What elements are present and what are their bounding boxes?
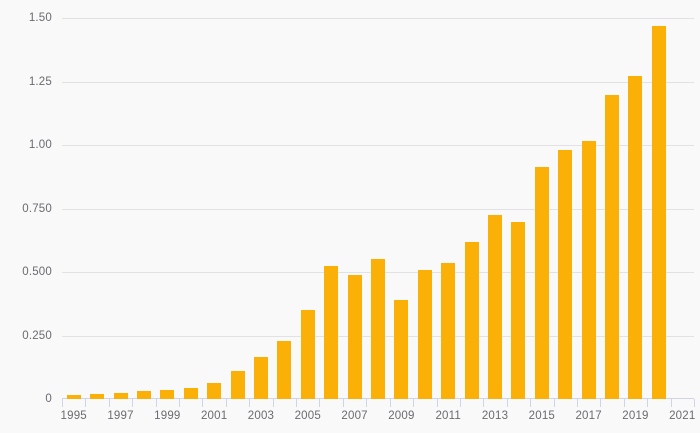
x-axis-tick	[483, 399, 485, 407]
y-axis-tick-label: 0.500	[22, 266, 52, 278]
bar[interactable]	[488, 214, 503, 399]
bar[interactable]	[651, 25, 666, 399]
x-axis-tick	[319, 399, 321, 407]
bar[interactable]	[371, 259, 385, 399]
bar[interactable]	[581, 141, 596, 399]
bar[interactable]	[441, 263, 456, 399]
bar[interactable]	[300, 310, 315, 399]
x-axis-tick-label: 1997	[107, 410, 134, 422]
bar[interactable]	[534, 166, 549, 399]
bar[interactable]	[558, 149, 573, 399]
x-axis-tick	[62, 399, 63, 407]
x-axis-tick	[436, 399, 438, 407]
y-axis-tick-label: 0.750	[22, 202, 52, 215]
bar[interactable]	[417, 270, 432, 399]
gridline	[62, 145, 694, 146]
bar[interactable]	[230, 371, 245, 399]
x-axis-tick	[296, 399, 298, 407]
x-axis-tick	[155, 399, 157, 407]
x-axis-tick	[553, 399, 555, 407]
x-axis-tick	[530, 399, 532, 407]
x-axis-tick-label: 2013	[481, 410, 509, 422]
x-axis-tick	[670, 399, 672, 407]
x-axis-tick-label: 1999	[154, 410, 181, 422]
gridline	[62, 18, 694, 19]
bar[interactable]	[90, 393, 105, 399]
x-axis-tick-label: 2015	[528, 410, 556, 422]
bar[interactable]	[511, 221, 526, 399]
bar[interactable]	[66, 395, 81, 399]
x-axis-tick	[272, 399, 274, 407]
bar[interactable]	[324, 266, 339, 399]
x-axis-tick	[694, 399, 695, 407]
bar[interactable]	[253, 357, 268, 399]
bar[interactable]	[628, 76, 643, 399]
gridline	[62, 81, 694, 83]
x-axis-tick	[179, 399, 181, 407]
x-axis-tick-label: 2017	[575, 410, 602, 422]
x-axis-tick	[413, 399, 415, 407]
y-axis-tick-label: 0.250	[22, 329, 52, 342]
x-axis-tick	[389, 399, 391, 407]
bar[interactable]	[277, 340, 292, 399]
bar[interactable]	[605, 95, 620, 399]
x-axis-tick-label: 1995	[60, 410, 87, 422]
x-axis-tick-label: 2009	[388, 410, 415, 422]
x-axis-tick	[459, 399, 461, 407]
x-axis-tick	[647, 399, 649, 407]
gridline	[62, 208, 694, 210]
x-axis-tick-label: 2005	[294, 410, 321, 422]
x-axis-tick-label: 2003	[247, 410, 275, 422]
x-axis-tick	[576, 399, 578, 407]
bar[interactable]	[207, 382, 222, 399]
x-axis-tick-label: 2007	[341, 410, 368, 422]
x-axis-tick-label: 2019	[622, 410, 649, 422]
bar[interactable]	[464, 241, 479, 399]
x-axis-tick	[202, 399, 204, 407]
x-axis-tick	[506, 399, 508, 407]
y-axis-tick-label: 1.25	[28, 75, 52, 88]
bar[interactable]	[160, 390, 175, 399]
x-axis-tick-label: 2001	[200, 410, 228, 422]
y-axis-tick-label: 0	[45, 393, 52, 405]
bar-series	[62, 10, 694, 399]
plot-area	[62, 10, 694, 399]
x-axis-tick	[132, 399, 134, 407]
bar[interactable]	[136, 391, 151, 399]
x-axis-tick	[85, 399, 87, 407]
x-axis-tick-label: 2011	[435, 410, 461, 422]
bar[interactable]	[394, 299, 409, 399]
x-axis-tick-label: 2021	[669, 410, 696, 422]
x-axis-tick	[623, 399, 625, 407]
x-axis-tick	[342, 399, 344, 407]
y-axis-tick-label: 1.00	[28, 139, 52, 151]
x-axis-tick	[366, 399, 368, 407]
x-axis-tick	[225, 399, 227, 407]
x-axis-tick	[600, 399, 602, 407]
x-axis-tick	[249, 399, 251, 407]
bar[interactable]	[183, 387, 198, 399]
bar[interactable]	[347, 274, 362, 399]
bar[interactable]	[113, 392, 128, 399]
x-axis: 1995 1997 1999 2001 2003 2005 2007 2009 2011 2013…	[60, 399, 696, 433]
y-axis-tick-label: 1.50	[28, 12, 52, 24]
x-axis-tick	[108, 399, 110, 407]
